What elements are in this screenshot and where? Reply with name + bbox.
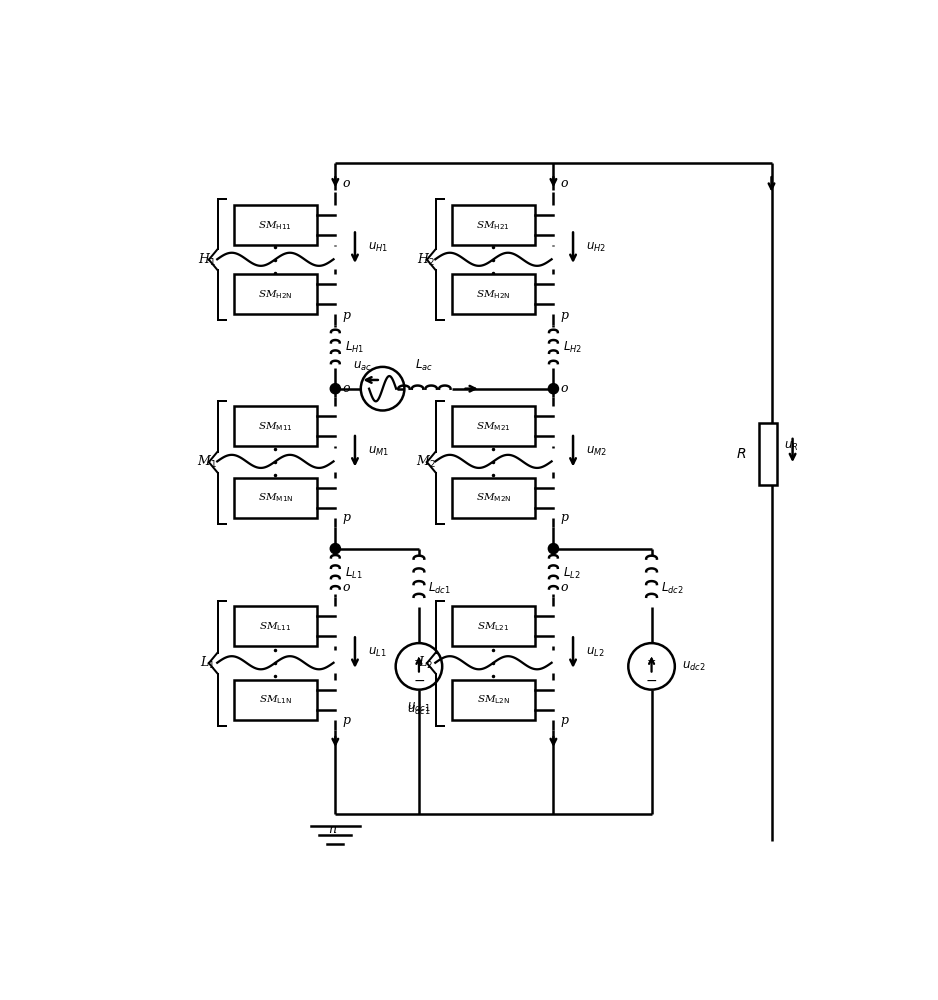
Bar: [234, 606, 317, 646]
Bar: [234, 680, 317, 720]
Text: p: p: [561, 511, 568, 524]
Text: o: o: [342, 177, 350, 190]
Bar: [451, 478, 536, 518]
Text: SM$_{\rm M2N}$: SM$_{\rm M2N}$: [476, 491, 511, 504]
Text: $u_{L1}$: $u_{L1}$: [368, 646, 386, 659]
Text: L$_2$: L$_2$: [417, 655, 433, 671]
Text: $L_{H1}$: $L_{H1}$: [345, 340, 364, 355]
Text: $u_R$: $u_R$: [784, 440, 798, 453]
Circle shape: [330, 384, 340, 394]
Text: $L_{dc2}$: $L_{dc2}$: [661, 581, 684, 596]
Bar: [234, 274, 317, 314]
Text: SM$_{\rm M21}$: SM$_{\rm M21}$: [477, 420, 511, 433]
Text: SM$_{\rm L2N}$: SM$_{\rm L2N}$: [477, 693, 510, 706]
Bar: [451, 406, 536, 446]
Text: −: −: [645, 674, 658, 688]
Text: $u_{H2}$: $u_{H2}$: [586, 241, 606, 254]
Text: +: +: [415, 656, 424, 666]
Text: H$_2$: H$_2$: [416, 252, 434, 268]
Text: SM$_{\rm L11}$: SM$_{\rm L11}$: [259, 620, 292, 633]
Circle shape: [549, 544, 558, 554]
Text: $u_{H1}$: $u_{H1}$: [368, 241, 388, 254]
Text: $u_{M1}$: $u_{M1}$: [368, 445, 389, 458]
Text: p: p: [561, 714, 568, 727]
Text: SM$_{\rm H2N}$: SM$_{\rm H2N}$: [477, 288, 511, 301]
Text: $u_{dc1}$: $u_{dc1}$: [407, 704, 431, 717]
Bar: [234, 406, 317, 446]
Text: M$_2$: M$_2$: [416, 454, 435, 470]
Text: p: p: [342, 309, 351, 322]
Text: $u_{dc1}$: $u_{dc1}$: [407, 701, 431, 714]
Text: $L_{ac}$: $L_{ac}$: [416, 358, 433, 373]
Text: o: o: [342, 382, 350, 395]
Text: +: +: [647, 656, 657, 666]
Text: p: p: [342, 714, 351, 727]
Circle shape: [330, 544, 340, 554]
Text: $L_{dc1}$: $L_{dc1}$: [429, 581, 451, 596]
Bar: [234, 478, 317, 518]
Text: SM$_{\rm M11}$: SM$_{\rm M11}$: [258, 420, 293, 433]
Circle shape: [549, 384, 558, 394]
Bar: [451, 205, 536, 245]
Text: $u_{M2}$: $u_{M2}$: [586, 445, 607, 458]
Text: L$_1$: L$_1$: [200, 655, 215, 671]
Text: p: p: [342, 511, 351, 524]
Text: $L_{H2}$: $L_{H2}$: [563, 340, 582, 355]
Text: H$_1$: H$_1$: [199, 252, 217, 268]
Text: $u_{L2}$: $u_{L2}$: [586, 646, 605, 659]
Text: −: −: [413, 674, 425, 688]
Text: $u_{ac}$: $u_{ac}$: [353, 360, 372, 373]
Bar: [451, 680, 536, 720]
Text: SM$_{\rm L21}$: SM$_{\rm L21}$: [477, 620, 509, 633]
Text: o: o: [561, 177, 568, 190]
Text: $R$: $R$: [735, 447, 746, 461]
Text: $L_{L2}$: $L_{L2}$: [563, 565, 581, 581]
Text: o: o: [342, 581, 350, 594]
Bar: [451, 274, 536, 314]
Text: SM$_{\rm M1N}$: SM$_{\rm M1N}$: [258, 491, 293, 504]
Text: $u_{dc2}$: $u_{dc2}$: [682, 660, 705, 673]
Bar: [759, 423, 777, 485]
Text: SM$_{\rm H2N}$: SM$_{\rm H2N}$: [258, 288, 293, 301]
Text: o: o: [561, 581, 568, 594]
Text: $L_{L1}$: $L_{L1}$: [345, 565, 362, 581]
Text: n: n: [327, 823, 336, 836]
Text: SM$_{\rm H11}$: SM$_{\rm H11}$: [258, 219, 293, 232]
Bar: [234, 205, 317, 245]
Text: SM$_{\rm L1N}$: SM$_{\rm L1N}$: [259, 693, 292, 706]
Text: SM$_{\rm H21}$: SM$_{\rm H21}$: [477, 219, 510, 232]
Text: M$_1$: M$_1$: [198, 454, 218, 470]
Bar: [451, 606, 536, 646]
Text: p: p: [561, 309, 568, 322]
Text: o: o: [561, 382, 568, 395]
